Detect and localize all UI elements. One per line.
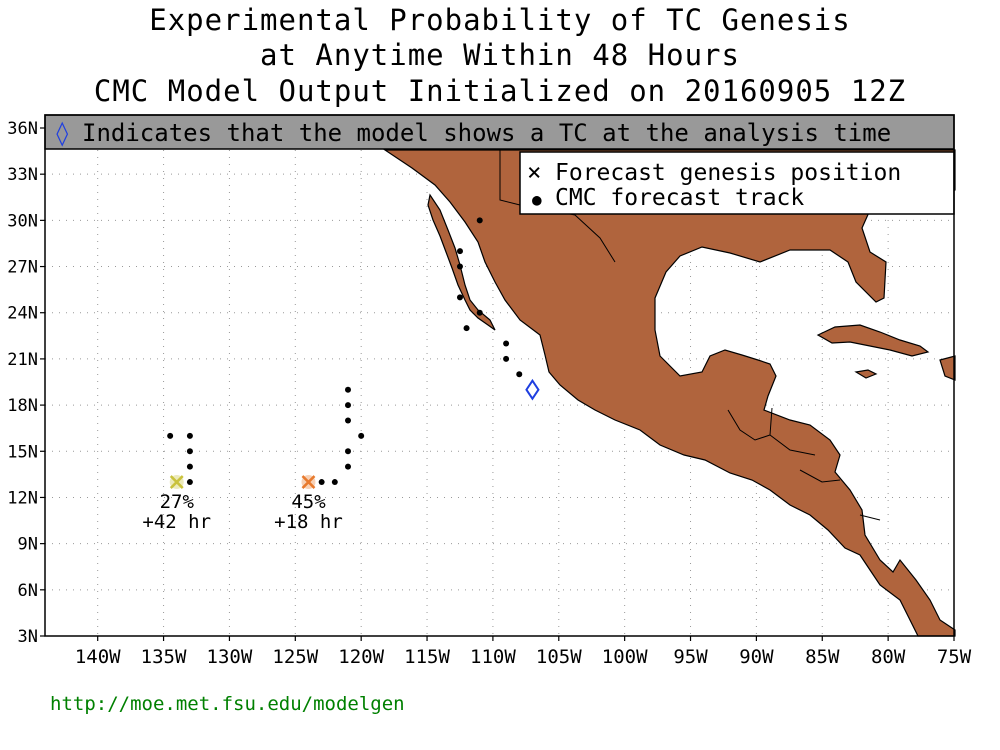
lon-tick-label: 110W (470, 646, 516, 668)
track-point (516, 371, 523, 378)
baja-california (427, 193, 496, 331)
legend-track-label: CMC forecast track (555, 185, 804, 211)
banner-diamond-icon: ◊ (55, 119, 69, 147)
track-point (186, 479, 193, 486)
lon-tick-label: 130W (207, 646, 253, 668)
genesis-probability: 45% (291, 491, 326, 513)
source-url-link[interactable]: http://moe.met.fsu.edu/modelgen (50, 693, 405, 715)
lat-tick-label: 9N (18, 535, 38, 555)
genesis-markers (169, 378, 540, 490)
track-point (476, 309, 483, 316)
lat-tick-label: 33N (7, 165, 38, 185)
hispaniola (939, 355, 956, 381)
track-point (463, 325, 470, 332)
forecast-tracks (167, 217, 523, 486)
map-title-line-1: Experimental Probability of TC Genesis (149, 3, 851, 37)
lat-tick-label: 18N (7, 396, 38, 416)
track-point (358, 432, 365, 439)
map-title-line-2: at Anytime Within 48 Hours (260, 38, 740, 72)
jamaica (854, 369, 878, 379)
lon-tick-label: 125W (272, 646, 318, 668)
lon-tick-label: 95W (673, 646, 708, 668)
land-masses (383, 149, 956, 637)
track-point (503, 355, 510, 362)
lat-tick-label: 21N (7, 350, 38, 370)
lon-tick-label: 85W (805, 646, 840, 668)
track-point (345, 448, 351, 455)
track-dot-icon: ● (532, 190, 542, 209)
north-america-landmass (383, 149, 956, 637)
lon-tick-label: 135W (141, 646, 187, 668)
track-point (345, 463, 351, 470)
genesis-x-icon: × (527, 158, 541, 186)
map-title-line-3: CMC Model Output Initialized on 20160905… (93, 74, 907, 108)
legend-box (519, 151, 955, 215)
lon-tick-label: 80W (871, 646, 906, 668)
track-point (456, 248, 463, 255)
lat-tick-label: 15N (7, 442, 38, 462)
lat-tick-label: 36N (7, 119, 38, 139)
track-point (345, 417, 351, 424)
genesis-x-icon (301, 475, 316, 489)
genesis-x-icon (169, 475, 184, 489)
lat-tick-label: 6N (18, 581, 38, 601)
lat-tick-label: 30N (7, 211, 38, 231)
track-point (331, 479, 338, 486)
track-point (186, 448, 193, 455)
genesis-lead-time: +18 hr (274, 511, 343, 533)
axis-labels: 36N 33N 30N 27N 24N 21N 18N 15N 12N 9N 6N 3N 140W 135… (7, 119, 971, 668)
track-point (476, 217, 483, 224)
legend-genesis-label: Forecast genesis position (555, 160, 901, 186)
genesis-lead-time: +42 hr (142, 511, 211, 533)
lat-tick-label: 27N (7, 258, 38, 278)
lon-tick-label: 140W (75, 646, 121, 668)
track-point (456, 263, 463, 270)
lon-tick-label: 100W (602, 646, 648, 668)
analysis-tc-diamond-icon (525, 378, 540, 401)
lat-tick-label: 24N (7, 304, 38, 324)
genesis-probability: 27% (160, 491, 195, 513)
lon-tick-label: 120W (338, 646, 384, 668)
lat-tick-label: 12N (7, 488, 38, 508)
lat-tick-label: 3N (18, 627, 38, 647)
probability-labels: 27%+42 hr 45%+18 hr (142, 491, 342, 533)
track-point (186, 432, 193, 439)
lon-tick-label: 105W (536, 646, 582, 668)
track-point (503, 340, 510, 347)
banner-text: Indicates that the model shows a TC at t… (82, 119, 891, 147)
track-point (167, 432, 174, 439)
track-point (186, 463, 193, 470)
cuba (816, 324, 930, 357)
lon-tick-label: 115W (404, 646, 450, 668)
lon-tick-label: 90W (739, 646, 774, 668)
lon-tick-label: 75W (937, 646, 972, 668)
track-point (456, 294, 463, 301)
map-frame (44, 114, 955, 637)
track-point (345, 402, 351, 409)
track-point (345, 386, 351, 393)
track-point (318, 479, 325, 486)
